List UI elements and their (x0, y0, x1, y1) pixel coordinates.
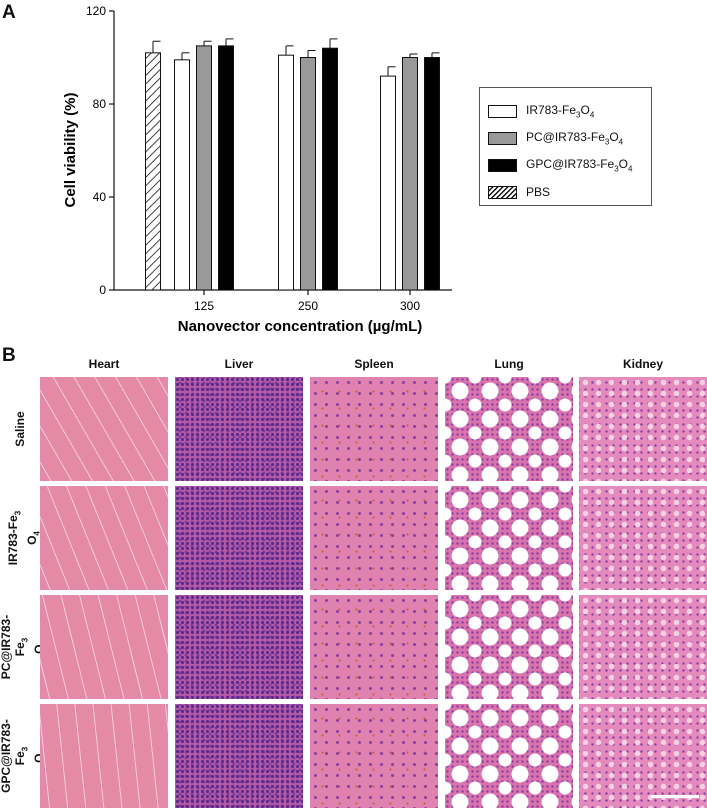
legend-entry: PBS (488, 184, 550, 200)
row-label: Saline (13, 411, 27, 447)
row-label: IR783-Fe3 O4 (6, 510, 42, 566)
legend-label: GPC@IR783-Fe3O4 (526, 156, 633, 174)
tissue-image-kidney (579, 486, 707, 590)
legend-entry: GPC@IR783-Fe3O4 (488, 157, 632, 173)
column-header-heart: Heart (88, 357, 120, 371)
legend-label: PC@IR783-Fe3O4 (526, 129, 624, 147)
chart-legend: IR783-Fe3O4 PC@IR783-Fe3O4 GPC@IR783-Fe3O4… (479, 87, 652, 206)
tissue-image-heart (40, 377, 168, 481)
tissue-image-kidney (579, 704, 707, 808)
bar (424, 57, 440, 291)
y-tick-label: 120 (86, 4, 106, 18)
legend-label: PBS (526, 185, 551, 199)
legend-entry: IR783-Fe3O4 (488, 103, 594, 119)
legend-swatch (488, 158, 517, 172)
y-tick-label: 80 (93, 97, 107, 111)
tissue-image-liver (175, 486, 303, 590)
x-tick-label: 250 (298, 299, 318, 313)
legend-label: IR783-Fe3O4 (526, 102, 595, 120)
tissue-image-liver (175, 704, 303, 808)
tissue-image-liver (175, 377, 303, 481)
tissue-image-spleen (310, 595, 438, 699)
panel-a-letter: A (2, 2, 16, 23)
bar (218, 45, 234, 291)
tissue-image-lung (445, 595, 573, 699)
x-axis-label: Nanovector concentration (µg/mL) (178, 318, 423, 335)
row-label: GPC@IR783-Fe3O4 (0, 719, 49, 793)
bar (300, 57, 316, 291)
tissue-image-kidney (579, 595, 707, 699)
bar (196, 45, 212, 291)
x-tick-label: 300 (400, 299, 420, 313)
legend-swatch (488, 131, 517, 145)
tissue-image-heart (40, 704, 168, 808)
tissue-image-lung (445, 486, 573, 590)
tissue-image-spleen (310, 377, 438, 481)
panel-b-letter: B (2, 345, 16, 366)
legend-swatch (488, 104, 517, 118)
column-header-lung: Lung (494, 357, 524, 371)
y-tick-label: 40 (93, 190, 107, 204)
tissue-image-lung (445, 377, 573, 481)
column-header-liver: Liver (224, 357, 254, 371)
legend-entry: PC@IR783-Fe3O4 (488, 130, 623, 146)
bar-chart: 0 40 80 120 125 250 300 Cell viability (%) Nan… (62, 4, 452, 335)
tissue-image-lung (445, 704, 573, 808)
scale-bar (651, 795, 699, 798)
bar (145, 52, 161, 291)
bar (174, 59, 190, 291)
legend-swatch (488, 185, 517, 199)
tissue-image-heart (40, 486, 168, 590)
tissue-image-spleen (310, 486, 438, 590)
y-tick-label: 0 (99, 283, 106, 297)
bar (380, 75, 396, 291)
bar (322, 47, 338, 291)
tissue-image-heart (40, 595, 168, 699)
tissue-image-spleen (310, 704, 438, 808)
x-tick-label: 125 (194, 299, 214, 313)
bar (278, 54, 294, 291)
tissue-image-liver (175, 595, 303, 699)
row-label: PC@IR783-Fe3O4 (0, 614, 49, 680)
tissue-image-kidney (579, 377, 707, 481)
y-axis-label: Cell viability (%) (62, 92, 79, 207)
column-header-kidney: Kidney (622, 357, 663, 371)
bar (402, 57, 418, 291)
column-header-spleen: Spleen (354, 357, 394, 371)
